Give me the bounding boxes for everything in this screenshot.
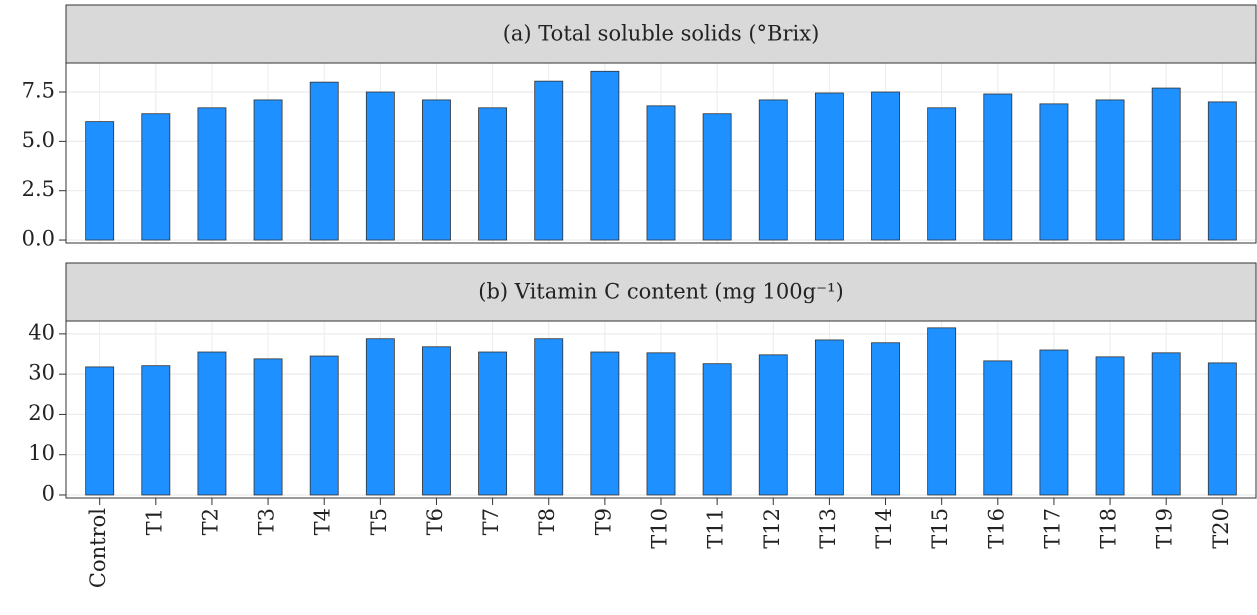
bar (253, 358, 283, 496)
bar (534, 80, 564, 241)
bar (197, 351, 227, 496)
bar (1039, 103, 1069, 241)
y-tick-label: 5.0 (22, 128, 55, 152)
bar (646, 352, 676, 496)
bar (478, 107, 508, 241)
bar (983, 360, 1013, 496)
x-tick-label: T20 (1209, 508, 1233, 549)
x-tick-label: T18 (1097, 508, 1121, 549)
bar (365, 91, 395, 241)
x-tick-label: T5 (367, 508, 391, 535)
bar (590, 70, 620, 241)
bar (309, 81, 339, 241)
x-tick-label: T17 (1040, 508, 1064, 549)
bar (309, 355, 339, 496)
bar (365, 338, 395, 496)
y-tick-label: 0 (42, 481, 55, 505)
bar (814, 339, 844, 496)
bar (1039, 349, 1069, 496)
bar (253, 99, 283, 241)
bar (85, 366, 115, 496)
x-tick-label: T19 (1153, 508, 1177, 549)
strip (65, 4, 1257, 64)
bar (85, 121, 115, 241)
bar (141, 365, 171, 496)
x-tick-label: T4 (311, 508, 335, 535)
bar (758, 99, 788, 241)
bar (478, 351, 508, 496)
x-tick-label: T11 (704, 508, 728, 549)
bar (927, 107, 957, 241)
x-tick-label: T14 (872, 508, 896, 549)
bar (871, 342, 900, 496)
bar (1207, 362, 1237, 496)
y-tick-label: 20 (28, 401, 55, 425)
bar (702, 113, 732, 241)
y-tick-label: 30 (28, 361, 55, 385)
x-tick-label: T15 (928, 508, 952, 549)
bar (197, 107, 227, 241)
x-tick-label: T6 (423, 508, 447, 535)
bar (871, 91, 900, 241)
y-tick-label: 2.5 (22, 177, 55, 201)
bar (1095, 99, 1125, 241)
y-tick-label: 40 (28, 320, 55, 344)
bar (702, 363, 732, 496)
bar (1151, 352, 1181, 496)
x-tick-label: T8 (535, 508, 559, 535)
bar (590, 351, 620, 496)
y-tick-label: 0.0 (22, 227, 55, 251)
bar (758, 354, 788, 496)
bar (141, 113, 171, 241)
x-tick-label: T10 (648, 508, 672, 549)
x-tick-label: T1 (142, 508, 166, 535)
panel-border (65, 62, 1257, 244)
y-tick-label: 7.5 (22, 79, 55, 103)
x-tick-label: T13 (816, 508, 840, 549)
bar (814, 92, 844, 241)
bar (983, 93, 1013, 241)
x-tick-label: T7 (479, 508, 503, 535)
bar (927, 327, 957, 496)
bar (1095, 356, 1125, 496)
bar (422, 346, 451, 496)
bar (1151, 87, 1181, 241)
x-tick-label: T3 (255, 508, 279, 535)
bar (646, 105, 676, 241)
bar (1207, 101, 1237, 241)
x-tick-label: T9 (591, 508, 615, 535)
x-tick-label: Control (86, 508, 110, 588)
x-tick-label: T16 (984, 508, 1008, 549)
x-tick-label: T2 (198, 508, 222, 535)
x-tick-label: T12 (760, 508, 784, 549)
bar (534, 338, 564, 496)
panel-title: (a) Total soluble solids (°Brix) (503, 22, 820, 46)
panel-title: (b) Vitamin C content (mg 100g⁻¹) (478, 280, 843, 304)
y-tick-label: 10 (28, 441, 55, 465)
bar (422, 99, 451, 241)
